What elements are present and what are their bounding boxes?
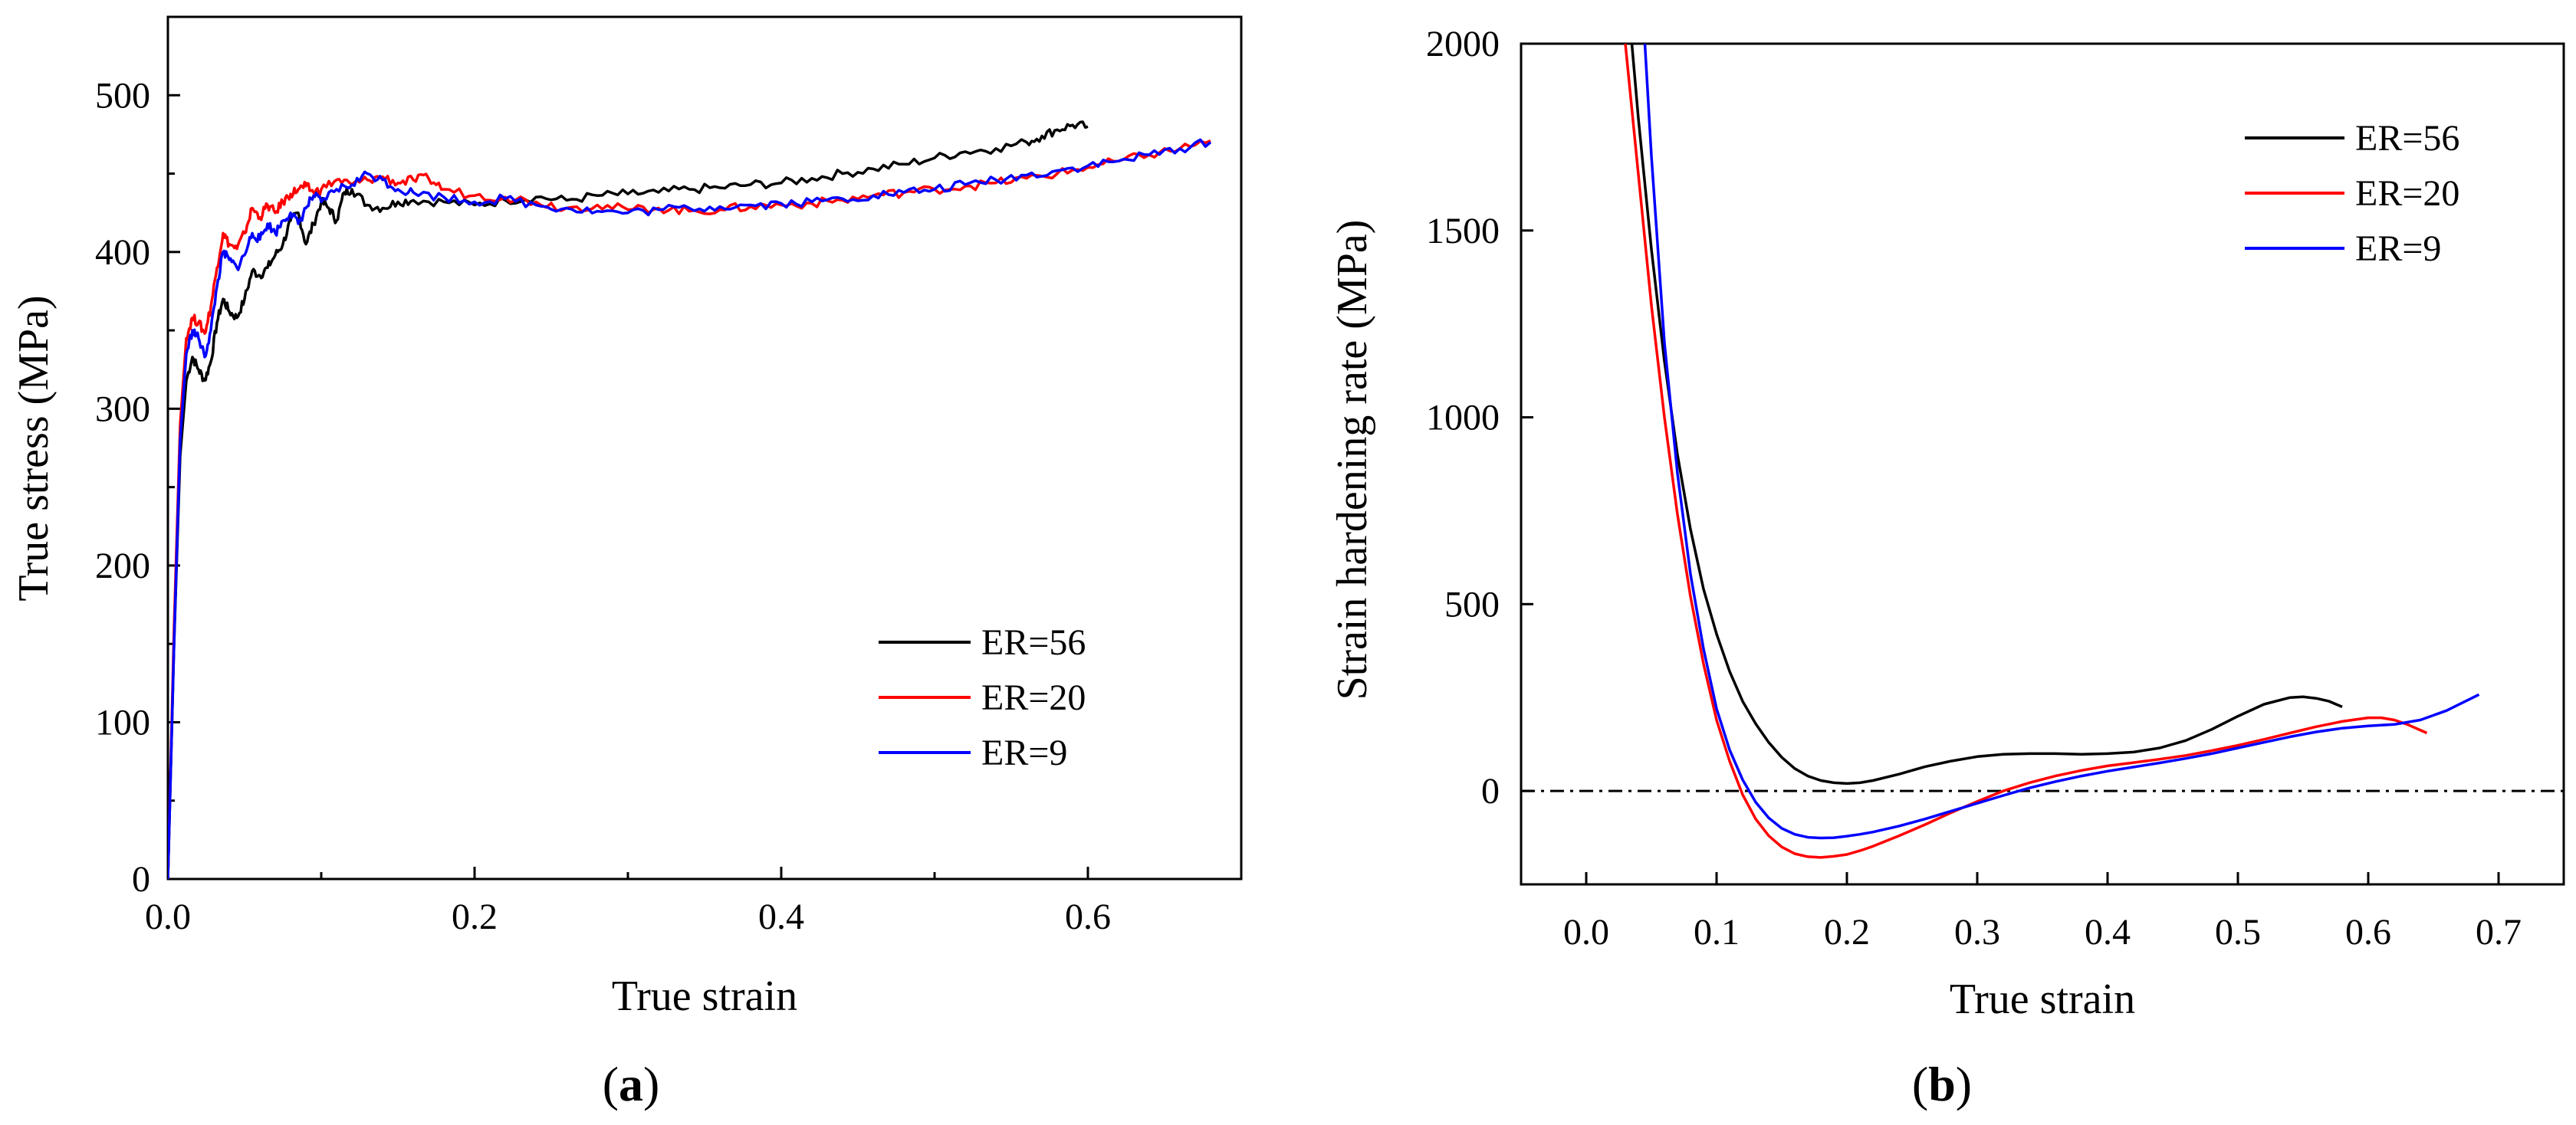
panel-b-x-axis-title: True strain	[1950, 976, 2135, 1023]
panel-a-legend-label: ER=20	[981, 677, 1086, 718]
panel-b-series-line-er-20	[1624, 44, 2428, 859]
panel-b-y-tick-label: 0	[1481, 771, 1500, 812]
panel-b-x-tick-label: 0.2	[1824, 912, 1870, 953]
panel-b-chart: 0.0 0.1 0.2 0.3 0.4 0.5 0.6 0.7 0 500 1000 1500 2000…	[1329, 24, 2565, 1111]
panel-b-y-tick-label: 500	[1444, 584, 1500, 625]
panel-a-y-tick-label: 300	[95, 389, 150, 429]
panel-b-y-tick-label: 2000	[1426, 24, 1500, 64]
panel-a-y-tick-label: 200	[95, 546, 150, 586]
panel-a-y-axis-title: True stress (MPa)	[10, 295, 58, 601]
panel-b-series-line-er-56	[1630, 44, 2343, 786]
panel-a-x-tick-label: 0.6	[1065, 897, 1111, 937]
panel-a-x-tick-label: 0.2	[452, 897, 498, 937]
panel-a-x-axis-title: True strain	[612, 972, 797, 1020]
panel-a-y-tick-label: 0	[132, 859, 150, 900]
panel-b-y-tick-label: 1000	[1426, 398, 1500, 438]
panel-b-x-tick-label: 0.0	[1563, 912, 1609, 953]
panel-a-series-line-er-9	[168, 138, 1212, 879]
panel-a-y-tick-label: 400	[95, 232, 150, 273]
panel-a-chart: 0.0 0.2 0.4 0.6 0 100 200 300 400 500 True strain…	[10, 15, 1243, 1111]
panel-a-x-tick-label: 0.0	[145, 897, 191, 937]
panel-b-x-tick-label: 0.6	[2345, 912, 2391, 953]
panel-a-plot-frame	[166, 15, 1243, 881]
panel-b-x-tick-label: 0.3	[1954, 912, 2000, 953]
panel-b-x-tick-label: 0.4	[2085, 912, 2131, 953]
panel-a-y-tick-label: 500	[95, 75, 150, 116]
panel-b-x-tick-label: 0.7	[2476, 912, 2522, 953]
panel-a-legend-label: ER=9	[981, 733, 1067, 773]
panel-a-series-line-er-20	[168, 139, 1211, 879]
panel-b-legend-label: ER=56	[2355, 118, 2459, 159]
panel-b-x-tick-label: 0.5	[2215, 912, 2261, 953]
panel-a-legend: ER=56 ER=20 ER=9	[879, 622, 1086, 773]
panel-b-y-tick-label: 1500	[1426, 211, 1500, 251]
panel-a-label: (a)	[603, 1057, 660, 1111]
panel-b-legend-label: ER=9	[2355, 228, 2441, 269]
panel-b-plot-frame	[1520, 42, 2565, 886]
panel-a-letter: a	[619, 1057, 643, 1111]
panel-b-x-tick-label: 0.1	[1694, 912, 1740, 953]
panel-b-legend-label: ER=20	[2355, 173, 2459, 214]
panel-b-y-axis-title: Strain hardening rate (MPa)	[1329, 220, 1376, 700]
panel-b-legend: ER=56 ER=20 ER=9	[2245, 118, 2459, 269]
panel-a-series-line-er-56	[168, 120, 1089, 879]
panel-b-series-line-er-9	[1643, 44, 2480, 840]
panel-b-letter: b	[1928, 1057, 1956, 1111]
panel-b-label: (b)	[1912, 1057, 1972, 1111]
panel-a-x-tick-label: 0.4	[758, 897, 804, 937]
panel-a-legend-label: ER=56	[981, 622, 1086, 663]
panel-a-y-tick-label: 100	[95, 702, 150, 743]
